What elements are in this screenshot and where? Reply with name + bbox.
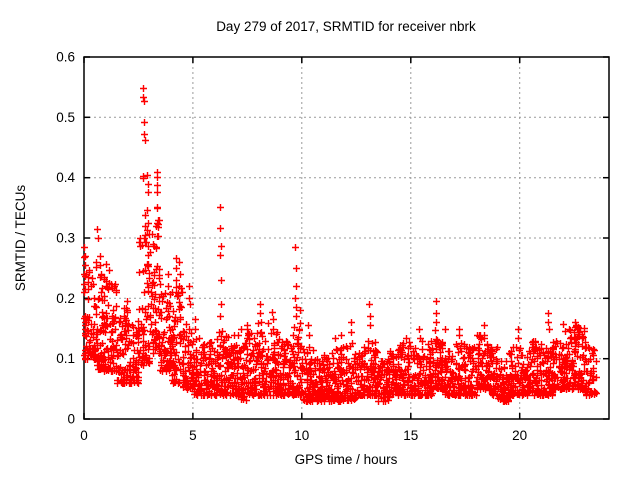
- y-tick-label: 0.4: [56, 170, 75, 185]
- x-tick-label: 20: [512, 428, 527, 443]
- tick-labels: 0 5 10 15 20 0 0.1 0.2 0.3 0.4 0.5 0.6: [56, 50, 527, 444]
- y-tick-label: 0.2: [56, 291, 75, 306]
- scatter-data-points: [81, 85, 600, 405]
- y-tick-label: 0.6: [56, 50, 75, 65]
- x-tick-label: 15: [403, 428, 418, 443]
- y-tick-label: 0.1: [56, 351, 75, 366]
- y-axis-label: SRMTID / TECUs: [13, 185, 28, 292]
- y-tick-label: 0.5: [56, 110, 75, 125]
- chart-title: Day 279 of 2017, SRMTID for receiver nbr…: [216, 19, 476, 34]
- plot-border: [83, 56, 610, 420]
- y-tick-label: 0: [67, 412, 75, 427]
- x-axis-label: GPS time / hours: [295, 452, 398, 467]
- x-tick-label: 0: [80, 428, 88, 443]
- x-tick-label: 5: [189, 428, 197, 443]
- x-tick-label: 10: [294, 428, 309, 443]
- y-tick-label: 0.3: [56, 231, 75, 246]
